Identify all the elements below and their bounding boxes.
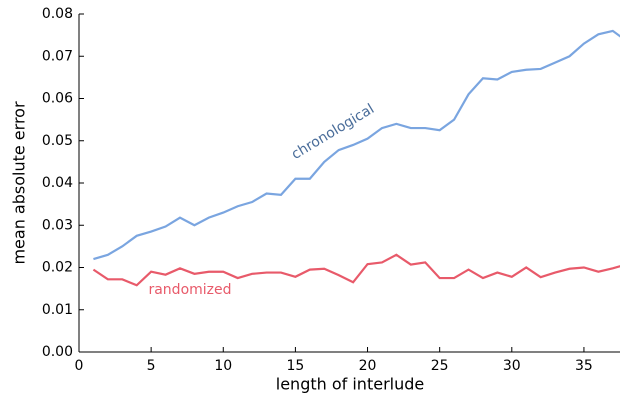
x-tick-label: 20 — [359, 358, 377, 374]
y-tick-label: 0.00 — [42, 344, 73, 360]
y-tick-label: 0.04 — [42, 175, 73, 191]
y-axis-label: mean absolute error — [10, 101, 29, 264]
series-line — [92, 253, 620, 287]
y-tick-label: 0.01 — [42, 302, 73, 318]
y-tick-label: 0.02 — [42, 260, 73, 276]
plot-area — [92, 29, 620, 287]
x-tick-label: 35 — [575, 358, 593, 374]
series-line — [93, 29, 620, 261]
y-tick-label: 0.05 — [42, 133, 73, 149]
x-tick-label: 30 — [503, 358, 521, 374]
x-tick-label: 10 — [214, 358, 232, 374]
x-tick-label: 25 — [431, 358, 449, 374]
x-tick-label: 15 — [286, 358, 304, 374]
y-tick-label: 0.06 — [42, 91, 73, 107]
y-tick-label: 0.07 — [42, 48, 73, 64]
y-tick-label: 0.08 — [42, 6, 73, 22]
series-label: randomized — [148, 282, 231, 298]
x-tick-label: 0 — [75, 358, 84, 374]
x-axis-label: length of interlude — [276, 375, 424, 394]
y-tick-label: 0.03 — [42, 217, 73, 233]
x-tick-label: 5 — [147, 358, 156, 374]
